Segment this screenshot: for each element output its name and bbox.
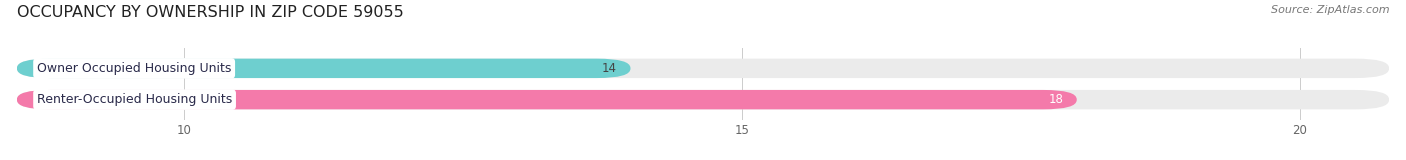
FancyBboxPatch shape [17, 90, 1077, 109]
Text: 14: 14 [602, 62, 617, 75]
Text: OCCUPANCY BY OWNERSHIP IN ZIP CODE 59055: OCCUPANCY BY OWNERSHIP IN ZIP CODE 59055 [17, 5, 404, 20]
FancyBboxPatch shape [17, 59, 630, 78]
Text: 18: 18 [1049, 93, 1063, 106]
FancyBboxPatch shape [17, 59, 1389, 78]
Text: Source: ZipAtlas.com: Source: ZipAtlas.com [1271, 5, 1389, 15]
Text: Owner Occupied Housing Units: Owner Occupied Housing Units [37, 62, 232, 75]
FancyBboxPatch shape [17, 90, 1389, 109]
Text: Renter-Occupied Housing Units: Renter-Occupied Housing Units [37, 93, 232, 106]
